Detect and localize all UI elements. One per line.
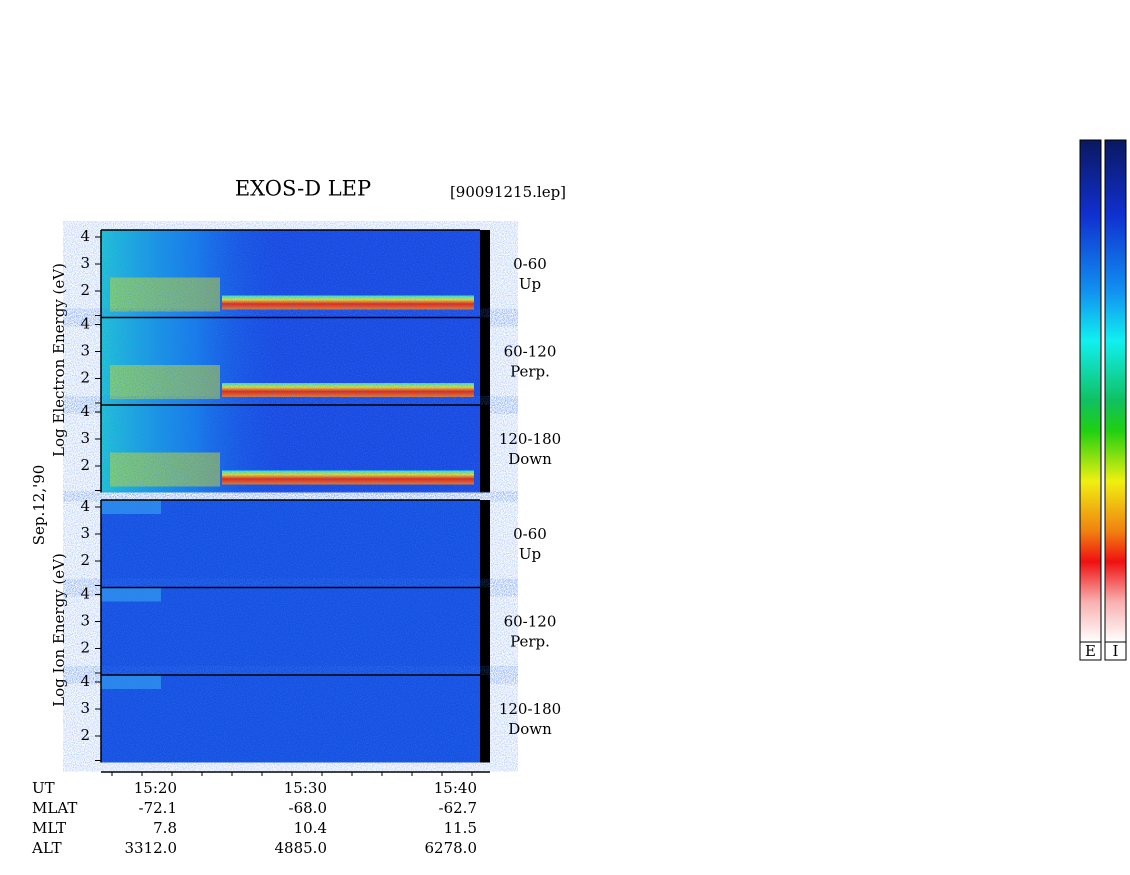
row-value: 4885.0 (275, 839, 328, 857)
y-tick-label: 3 (80, 342, 90, 360)
row-value: 15:20 (134, 779, 177, 797)
pitch-range: 0-60 (513, 255, 547, 273)
y-tick-label: 4 (80, 585, 90, 603)
y-tick-label: 2 (80, 639, 90, 657)
pitch-range: 120-180 (499, 430, 561, 448)
data-end (480, 587, 490, 675)
y-tick-label: 4 (80, 672, 90, 690)
row-name: MLT (32, 819, 66, 837)
y-tick-label: 4 (80, 315, 90, 333)
colorbar-label-box (1104, 641, 1127, 661)
data-end (480, 405, 490, 493)
pitch-direction: Up (519, 275, 541, 293)
pitch-direction: Down (508, 450, 552, 468)
spectrogram-noise (101, 675, 480, 763)
y-tick-label: 2 (80, 456, 90, 474)
row-value: 3312.0 (125, 839, 178, 857)
row-name: UT (32, 779, 55, 797)
spectrogram-noise (101, 587, 480, 675)
row-value: 10.4 (294, 819, 327, 837)
row-value: 6278.0 (425, 839, 478, 857)
colorbar (1104, 139, 1127, 643)
colorbar-label-box (1079, 641, 1102, 661)
y-tick-label: 4 (80, 497, 90, 515)
row-value: 15:30 (284, 779, 327, 797)
y-tick-label: 2 (80, 369, 90, 387)
row-value: 7.8 (153, 819, 177, 837)
row-value: 11.5 (444, 819, 477, 837)
pitch-range: 0-60 (513, 525, 547, 543)
pitch-range: 60-120 (504, 613, 557, 631)
y-tick-label: 4 (80, 402, 90, 420)
y-tick-label: 2 (80, 726, 90, 744)
y-tick-label: 2 (80, 551, 90, 569)
data-end (480, 230, 490, 318)
colorbar-label: I (1113, 642, 1119, 660)
row-value: -68.0 (289, 799, 327, 817)
y-tick-label: 3 (80, 699, 90, 717)
pitch-direction: Up (519, 545, 541, 563)
date: Sep.12,'90 (30, 465, 48, 546)
file-name: [90091215.lep] (450, 183, 566, 201)
y-tick-label: 4 (80, 227, 90, 245)
y-tick-label: 3 (80, 429, 90, 447)
y-tick-label: 3 (80, 524, 90, 542)
pitch-direction: Perp. (510, 633, 550, 651)
row-name: MLAT (32, 799, 77, 817)
spectrogram-noise (101, 405, 480, 493)
pitch-direction: Perp. (510, 363, 550, 381)
spectrogram-noise (101, 317, 480, 405)
colorbar (1079, 139, 1102, 643)
pitch-direction: Down (508, 720, 552, 738)
row-value: -72.1 (139, 799, 177, 817)
pitch-range: 60-120 (504, 343, 557, 361)
y-tick-label: 3 (80, 254, 90, 272)
title: EXOS-D LEP (235, 177, 371, 201)
ion-ylabel: Log Ion Energy (eV) (50, 553, 68, 707)
row-value: 15:40 (434, 779, 477, 797)
spectrogram-noise (101, 500, 480, 588)
colorbar-label: E (1085, 642, 1096, 660)
row-value: -62.7 (439, 799, 477, 817)
y-tick-label: 2 (80, 281, 90, 299)
pitch-range: 120-180 (499, 700, 561, 718)
data-end (480, 500, 490, 588)
spectrogram-noise (101, 230, 480, 318)
data-end (480, 317, 490, 405)
electron-ylabel: Log Electron Energy (eV) (50, 263, 68, 457)
y-tick-label: 3 (80, 612, 90, 630)
row-name: ALT (31, 839, 62, 857)
data-end (480, 675, 490, 763)
